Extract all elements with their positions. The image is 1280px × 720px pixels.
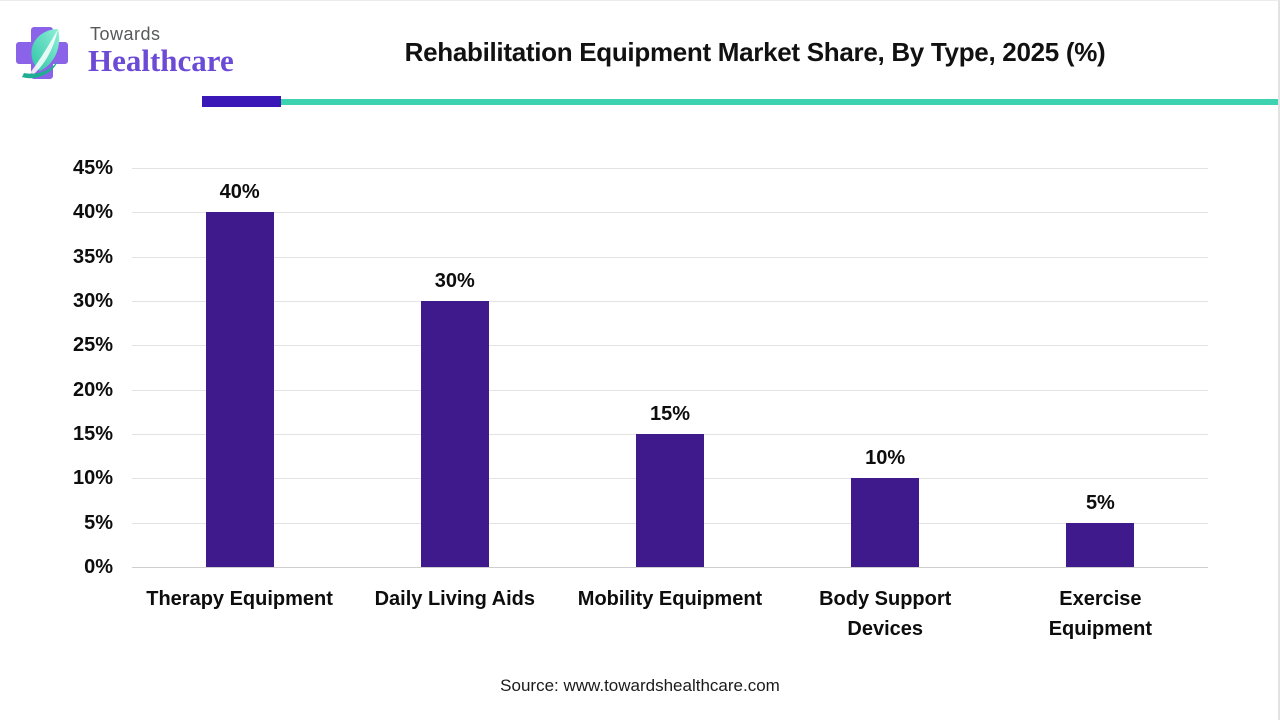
y-axis-tick-label: 45% xyxy=(72,157,113,179)
bar xyxy=(420,301,489,567)
bar-value-label: 10% xyxy=(865,447,906,470)
towards-healthcare-logo: Towards Healthcare xyxy=(12,19,252,89)
category-label-line: Body Support xyxy=(819,588,952,610)
bar-value-label: 30% xyxy=(434,270,475,292)
category-label-line: Exercise xyxy=(1059,588,1142,610)
y-axis-tick-label: 15% xyxy=(72,423,113,445)
category-label: Daily Living Aids xyxy=(345,584,565,614)
bar xyxy=(205,212,274,567)
logo-text-towards: Towards xyxy=(90,24,161,44)
category-label: Mobility Equipment xyxy=(560,584,780,614)
bar-value-label: 15% xyxy=(649,403,691,425)
bar-value-label: 5% xyxy=(1085,491,1115,514)
gridline xyxy=(132,345,1208,347)
y-axis-tick-label: 25% xyxy=(72,334,113,357)
gridline xyxy=(132,256,1208,258)
gridline xyxy=(132,567,1208,568)
category-label: Therapy Equipment xyxy=(130,584,350,614)
category-label-line: Daily Living Aids xyxy=(374,588,535,610)
category-label: Exercise Equipment xyxy=(990,584,1210,644)
gridline xyxy=(132,212,1208,214)
gridline xyxy=(132,301,1208,302)
y-axis-tick-label: 0% xyxy=(84,556,113,578)
page-title: Rehabilitation Equipment Market Share, B… xyxy=(404,37,1106,67)
gridline xyxy=(132,168,1208,169)
bar xyxy=(1066,522,1135,567)
y-axis-tick-label: 30% xyxy=(72,290,113,312)
y-axis-tick-label: 20% xyxy=(72,378,113,401)
divider-teal-line xyxy=(281,99,1278,105)
category-label-line: Equipment xyxy=(1048,618,1153,640)
bar xyxy=(636,434,704,567)
category-label-line: Mobility Equipment xyxy=(577,588,763,610)
y-axis-tick-label: 5% xyxy=(84,511,113,534)
category-label: Body Support Devices xyxy=(775,584,995,644)
divider-purple-segment xyxy=(202,96,281,107)
source-text: Source: www.towardshealthcare.com xyxy=(500,676,780,695)
y-axis-tick-label: 35% xyxy=(72,245,113,268)
y-axis-tick-label: 10% xyxy=(72,467,113,490)
category-label-line: Therapy Equipment xyxy=(146,588,333,610)
bar-chart: 0% 5% 10% 15% 20% 25% 30% 35% 40% 45% 40% Therapy E… xyxy=(0,111,1278,656)
medical-cross-leaf-icon xyxy=(14,21,78,87)
y-axis-tick-label: 40% xyxy=(72,201,113,224)
bar-value-label: 40% xyxy=(219,181,260,204)
category-label-line: Devices xyxy=(847,618,923,640)
bar xyxy=(851,478,920,567)
gridline xyxy=(132,389,1208,391)
logo-text-healthcare: Healthcare xyxy=(88,43,234,78)
